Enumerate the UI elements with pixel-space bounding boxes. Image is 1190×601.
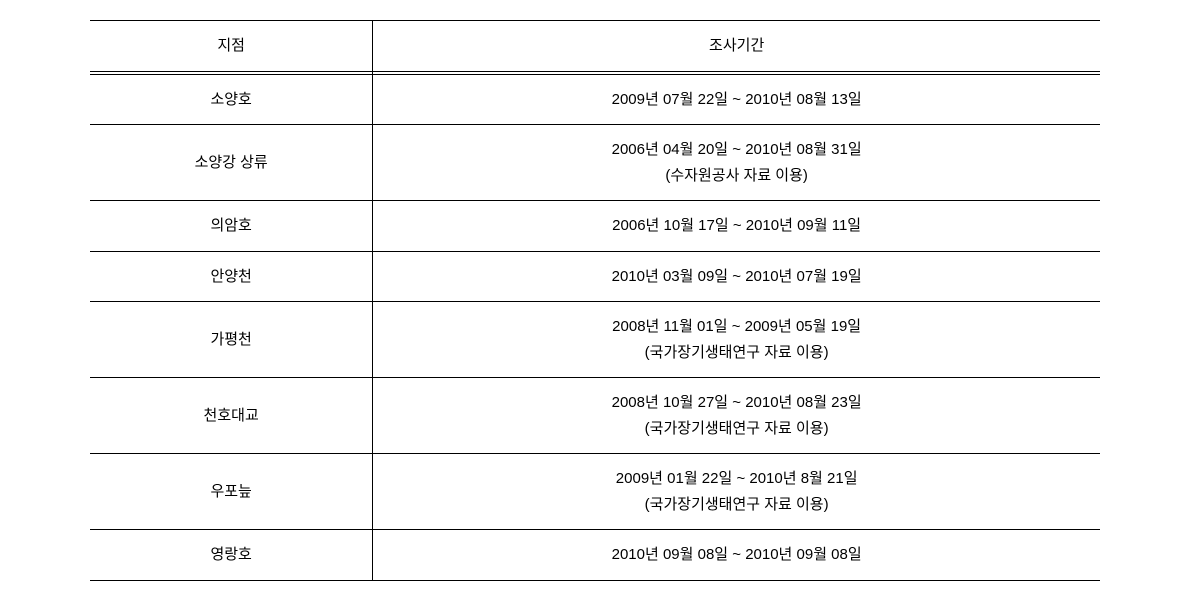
header-location: 지점 [90,21,373,72]
period-text: 2009년 01월 22일 ~ 2010년 8월 21일 [616,470,858,487]
table-body: 소양호2009년 07월 22일 ~ 2010년 08월 13일소양강 상류20… [90,74,1100,580]
cell-period: 2008년 11월 01일 ~ 2009년 05월 19일 (국가장기생태연구 자… [373,302,1100,378]
cell-location: 가평천 [90,302,373,378]
cell-location: 소양호 [90,74,373,125]
table-row: 우포늪 2009년 01월 22일 ~ 2010년 8월 21일 (국가장기생태연구… [90,454,1100,530]
table-row: 소양강 상류 2006년 04월 20일 ~ 2010년 08월 31일 (수자원공… [90,125,1100,201]
cell-location: 안양천 [90,251,373,302]
cell-location: 의암호 [90,201,373,252]
period-note: (국가장기생태연구 자료 이용) [381,416,1092,442]
period-text: 2008년 10월 27일 ~ 2010년 08월 23일 [612,394,862,411]
period-text: 2010년 09월 08일 ~ 2010년 09월 08일 [612,546,862,563]
cell-period: 2009년 01월 22일 ~ 2010년 8월 21일 (국가장기생태연구 자료… [373,454,1100,530]
cell-period: 2010년 09월 08일 ~ 2010년 09월 08일 [373,530,1100,581]
cell-period: 2006년 04월 20일 ~ 2010년 08월 31일 (수자원공사 자료 이… [373,125,1100,201]
table-row: 소양호 2009년 07월 22일 ~ 2010년 08월 13일 [90,74,1100,125]
period-text: 2006년 04월 20일 ~ 2010년 08월 31일 [612,141,862,158]
cell-location: 소양강 상류 [90,125,373,201]
period-note: (수자원공사 자료 이용) [381,163,1092,189]
cell-period: 2008년 10월 27일 ~ 2010년 08월 23일 (국가장기생태연구 자… [373,378,1100,454]
table-row: 안양천 2010년 03월 09일 ~ 2010년 07월 19일 [90,251,1100,302]
cell-location: 천호대교 [90,378,373,454]
period-note: (국가장기생태연구 자료 이용) [381,492,1092,518]
table-row: 영랑호 2010년 09월 08일 ~ 2010년 09월 08일 [90,530,1100,581]
period-text: 2009년 07월 22일 ~ 2010년 08월 13일 [612,91,862,108]
cell-location: 우포늪 [90,454,373,530]
survey-period-table: 지점 조사기간 소양호 2009년 07월 22일 ~ 2010년 08월 13일… [90,20,1100,581]
cell-location: 영랑호 [90,530,373,581]
table-row: 천호대교 2008년 10월 27일 ~ 2010년 08월 23일 (국가장기생태… [90,378,1100,454]
period-note: (국가장기생태연구 자료 이용) [381,340,1092,366]
cell-period: 2006년 10월 17일 ~ 2010년 09월 11일 [373,201,1100,252]
period-text: 2006년 10월 17일 ~ 2010년 09월 11일 [612,217,861,234]
period-text: 2010년 03월 09일 ~ 2010년 07월 19일 [612,268,862,285]
table-row: 가평천 2008년 11월 01일 ~ 2009년 05월 19일 (국가장기생태연… [90,302,1100,378]
period-text: 2008년 11월 01일 ~ 2009년 05월 19일 [612,318,861,335]
cell-period: 2009년 07월 22일 ~ 2010년 08월 13일 [373,74,1100,125]
cell-period: 2010년 03월 09일 ~ 2010년 07월 19일 [373,251,1100,302]
table-row: 의암호 2006년 10월 17일 ~ 2010년 09월 11일 [90,201,1100,252]
table-header-row: 지점 조사기간 [90,21,1100,72]
header-period: 조사기간 [373,21,1100,72]
